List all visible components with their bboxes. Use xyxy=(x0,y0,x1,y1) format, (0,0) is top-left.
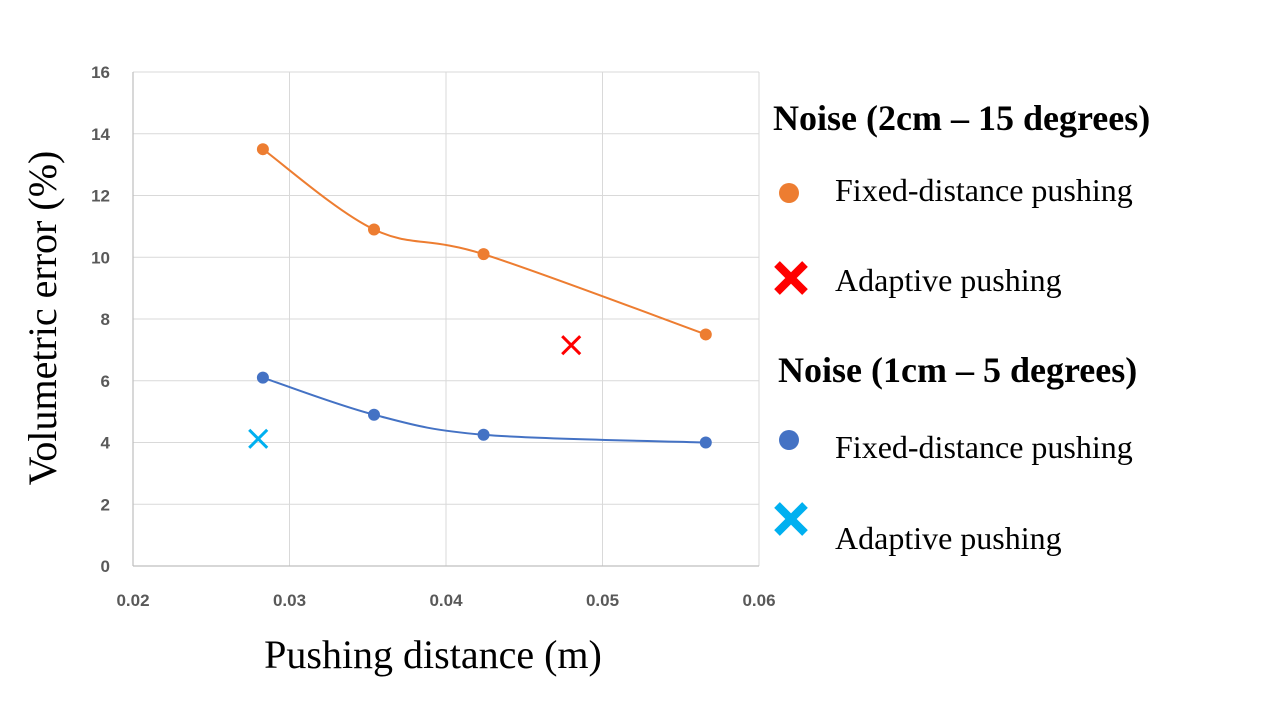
legend-heading-noise-2cm: Noise (2cm – 15 degrees) xyxy=(773,98,1150,138)
x-axis-title: Pushing distance (m) xyxy=(264,632,602,677)
legend-item-fixed-1cm: Fixed-distance pushing xyxy=(779,429,1133,465)
legend-marker-fixed-1cm xyxy=(779,430,799,450)
x-tick-label: 0.06 xyxy=(742,591,775,610)
legend-marker-adaptive-2cm xyxy=(774,261,808,295)
legend-item-adaptive-2cm: Adaptive pushing xyxy=(774,261,1062,298)
y-axis-title: Volumetric error (%) xyxy=(20,151,65,486)
y-tick-label: 2 xyxy=(101,495,110,514)
y-tick-label: 8 xyxy=(101,310,110,329)
legend-item-adaptive-1cm: Adaptive pushing xyxy=(774,502,1062,556)
y-tick-label: 0 xyxy=(101,557,110,576)
data-points xyxy=(248,143,712,449)
data-point-1cm-adaptive-0 xyxy=(248,428,269,449)
y-tick-label: 6 xyxy=(101,372,110,391)
legend-label-fixed-2cm: Fixed-distance pushing xyxy=(835,172,1133,208)
data-point-1cm-fixed-2 xyxy=(477,428,490,441)
series-line-1cm-fixed xyxy=(262,376,706,444)
legend-label-fixed-1cm: Fixed-distance pushing xyxy=(835,429,1133,465)
data-point-2cm-fixed-1 xyxy=(368,223,381,236)
legend-label-adaptive-2cm: Adaptive pushing xyxy=(835,262,1062,298)
legend-label-adaptive-1cm: Adaptive pushing xyxy=(835,520,1062,556)
legend-heading-noise-1cm: Noise (1cm – 5 degrees) xyxy=(778,350,1137,390)
data-point-2cm-fixed-2 xyxy=(477,248,490,261)
x-tick-label: 0.02 xyxy=(116,591,149,610)
data-point-1cm-fixed-3 xyxy=(699,436,712,449)
series-lines xyxy=(262,148,707,444)
legend-marker-fixed-2cm xyxy=(779,183,799,203)
axes xyxy=(132,72,759,567)
legend: Noise (2cm – 15 degrees) Fixed-distance … xyxy=(773,98,1150,556)
data-point-2cm-fixed-3 xyxy=(699,328,712,341)
data-point-2cm-adaptive-0 xyxy=(561,335,582,356)
y-tick-label: 10 xyxy=(91,248,110,267)
grid xyxy=(132,71,760,567)
series-line-2cm-fixed xyxy=(262,148,707,336)
x-tick-label: 0.05 xyxy=(586,591,619,610)
y-tick-label: 4 xyxy=(101,434,111,453)
y-tick-label: 16 xyxy=(91,63,110,82)
x-tick-label: 0.03 xyxy=(273,591,306,610)
legend-marker-adaptive-1cm xyxy=(774,502,808,536)
data-point-2cm-fixed-0 xyxy=(256,143,269,156)
data-point-1cm-fixed-0 xyxy=(256,371,269,384)
y-tick-label: 12 xyxy=(91,187,110,206)
y-tick-label: 14 xyxy=(91,125,110,144)
x-tick-label: 0.04 xyxy=(429,591,463,610)
data-point-1cm-fixed-1 xyxy=(368,408,381,421)
tick-labels: 0 2 4 6 8 10 12 14 16 0.02 0.03 0.04 0.05 0.06 xyxy=(91,63,775,610)
legend-item-fixed-2cm: Fixed-distance pushing xyxy=(779,172,1133,208)
